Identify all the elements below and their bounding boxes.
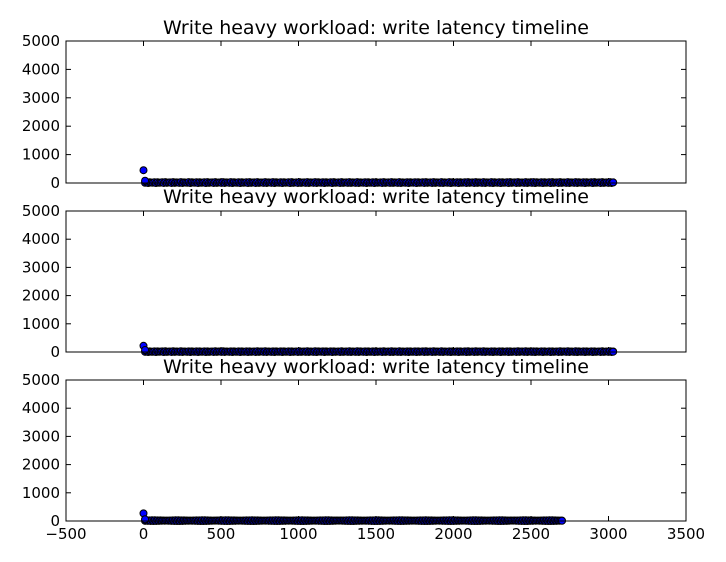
data-point-outlier	[141, 515, 150, 524]
y-tick-label: 0	[50, 512, 60, 530]
y-tick-label: 0	[50, 343, 60, 361]
y-tick-label: 4000	[22, 60, 60, 78]
chart-title: Write heavy workload: write latency time…	[163, 186, 589, 208]
data-point-outlier	[141, 176, 150, 185]
chart-title: Write heavy workload: write latency time…	[163, 17, 589, 39]
plot-frame	[65, 379, 687, 522]
y-tick-label: 4000	[22, 230, 60, 248]
x-tick-label: 0	[139, 525, 149, 543]
chart-panel-1: Write heavy workload: write latency time…	[22, 17, 687, 192]
chart-panel-2: Write heavy workload: write latency time…	[22, 186, 687, 361]
y-tick-label: 1000	[22, 146, 60, 164]
y-tick-label: 1000	[22, 484, 60, 502]
y-tick-label: 5000	[22, 32, 60, 50]
data-point-outlier	[139, 166, 148, 175]
y-tick-label: 4000	[22, 399, 60, 417]
y-tick-label: 3000	[22, 89, 60, 107]
y-tick-label: 3000	[22, 258, 60, 276]
y-tick-label: 0	[50, 174, 60, 192]
x-tick-label: 2500	[512, 525, 550, 543]
y-tick-label: 2000	[22, 456, 60, 474]
x-tick-label: 500	[207, 525, 236, 543]
chart-panel-3: Write heavy workload: write latency time…	[22, 356, 705, 543]
plot-frame	[65, 210, 687, 353]
chart-title: Write heavy workload: write latency time…	[163, 356, 589, 378]
y-tick-label: 2000	[22, 117, 60, 135]
x-tick-label: 1000	[279, 525, 317, 543]
x-tick-label: 3000	[589, 525, 627, 543]
y-tick-label: 2000	[22, 287, 60, 305]
y-tick-label: 5000	[22, 202, 60, 220]
x-tick-label: 2000	[434, 525, 472, 543]
plot-frame	[65, 40, 687, 184]
x-tick-label: 3500	[667, 525, 705, 543]
y-tick-label: 5000	[22, 371, 60, 389]
y-tick-label: 3000	[22, 427, 60, 445]
y-tick-label: 1000	[22, 315, 60, 333]
data-point-outlier	[609, 178, 618, 187]
x-tick-label: −500	[45, 525, 86, 543]
x-tick-label: 1500	[357, 525, 395, 543]
